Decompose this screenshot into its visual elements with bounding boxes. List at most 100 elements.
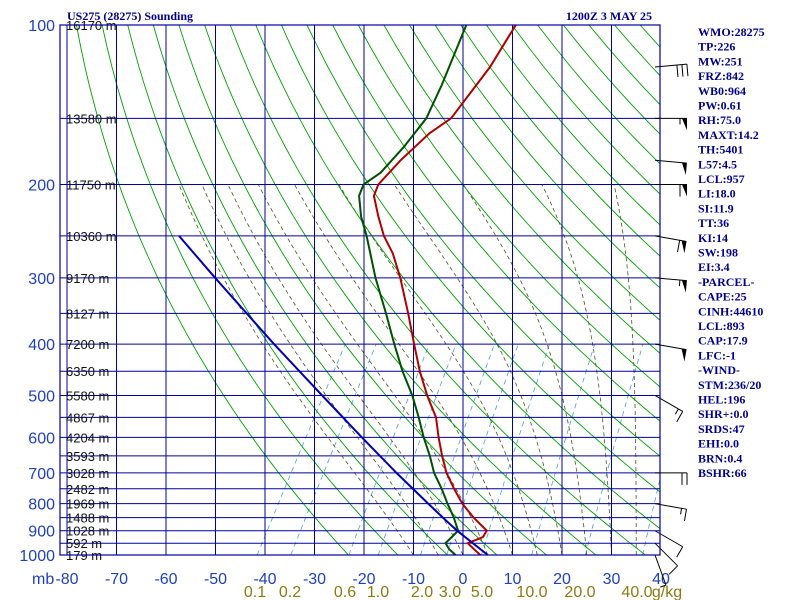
temperature-tick-label: 10 (504, 571, 522, 588)
index-line: LI:18.0 (698, 187, 736, 201)
dry-adiabat-line (743, 25, 800, 555)
mixing-ratio-line (642, 477, 660, 555)
wind-barb (654, 554, 667, 588)
height-label: 4867 m (66, 410, 109, 425)
mixing-ratio-label: g/kg (652, 584, 682, 600)
plot-frame (59, 24, 661, 556)
indices-panel: WMO:28275TP:226MW:251FRZ:842WB0:964PW:0.… (698, 25, 765, 480)
height-label: 13580 m (66, 111, 117, 126)
index-line: TT:36 (698, 216, 729, 230)
index-line: SHR+:0.0 (698, 407, 749, 421)
moist-adiabat-line (541, 184, 612, 555)
index-line: KI:14 (698, 231, 728, 245)
pressure-tick-labels: 1000 900 800 700 600 500 400 300 200 100 (19, 18, 55, 565)
wind-barb (654, 542, 678, 575)
mixing-ratio-label: 0.6 (334, 584, 356, 600)
pressure-tick-label: 500 (28, 388, 55, 405)
height-label: 2482 m (66, 482, 109, 497)
index-line: BSHR:66 (698, 466, 747, 480)
mixing-ratio-line (348, 343, 430, 555)
index-line: LCL:957 (698, 172, 745, 186)
index-line: TP:226 (698, 40, 735, 54)
dry-adiabat-line (75, 25, 349, 555)
index-line: LFC:-1 (698, 348, 736, 362)
height-label: 6350 m (66, 364, 109, 379)
mixing-ratio-line (446, 343, 519, 555)
index-line: EI:3.4 (698, 260, 730, 274)
temperature-tick-label: -50 (204, 571, 227, 588)
dry-adiabat-line (588, 25, 660, 106)
wind-barb (654, 530, 684, 558)
temperature-line (372, 25, 517, 555)
index-line: SI:11.9 (698, 201, 734, 215)
index-line: CAPE:25 (698, 290, 747, 304)
height-label: 5580 m (66, 388, 109, 403)
series-lines (178, 25, 517, 555)
grid (60, 25, 660, 555)
pressure-tick-label: 700 (28, 466, 55, 483)
temperature-tick-label: -80 (55, 571, 78, 588)
parcel-line (178, 235, 489, 555)
height-label: 1488 m (66, 511, 109, 526)
temperature-tick-label: 30 (603, 571, 621, 588)
height-label: 3593 m (66, 449, 109, 464)
moist-adiabat-line (227, 184, 464, 555)
temperature-tick-label: -70 (105, 571, 128, 588)
dewpoint-line (358, 25, 468, 555)
dry-adiabat-line (460, 25, 660, 257)
mixing-ratio-label: 20.0 (564, 584, 595, 600)
moist-adiabat-line (338, 184, 538, 555)
moist-adiabat-line (462, 184, 588, 555)
index-line: CINH:44610 (698, 304, 763, 318)
mixing-ratio-label: 2.0 (411, 584, 433, 600)
index-line: STM:236/20 (698, 378, 761, 392)
pressure-tick-label: 800 (28, 497, 55, 514)
height-label: 592 m (66, 536, 102, 551)
moist-adiabat-line (178, 184, 414, 555)
temperature-tick-label: -20 (352, 571, 375, 588)
height-label: 9170 m (66, 271, 109, 286)
pressure-tick-label: 1000 (19, 548, 55, 565)
index-line: -WIND- (698, 363, 740, 377)
index-line: SRDS:47 (698, 422, 745, 436)
mixing-ratio-label: 5.0 (471, 584, 493, 600)
mixing-ratio-label: 10.0 (516, 584, 547, 600)
dry-adiabat-line (486, 25, 660, 226)
index-line: MW:251 (698, 54, 743, 68)
temperature-tick-label: -10 (402, 571, 425, 588)
mixing-ratio-label: 3.0 (439, 584, 461, 600)
temperature-tick-label: -60 (154, 571, 177, 588)
mixing-ratio-label: 0.1 (244, 584, 266, 600)
index-line: SW:198 (698, 246, 738, 260)
dry-adiabat-line (794, 25, 800, 555)
index-line: PW:0.61 (698, 99, 742, 113)
mixing-ratio-label: 0.2 (279, 584, 301, 600)
pressure-tick-label: 400 (28, 337, 55, 354)
height-label: 11750 m (66, 178, 116, 193)
index-line: EHI:0.0 (698, 437, 739, 451)
mixing-ratio-label: 1.0 (367, 584, 389, 600)
moist-adiabat-line (257, 184, 489, 555)
temperature-tick-label: -30 (303, 571, 326, 588)
pressure-tick-label: 900 (28, 524, 55, 541)
moist-adiabat-line (613, 184, 637, 555)
pressure-tick-label: 600 (28, 430, 55, 447)
height-label: 4204 m (66, 430, 109, 445)
sounding-time: 1200Z 3 MAY 25 (566, 9, 652, 23)
height-label: 1969 m (66, 497, 109, 512)
moist-adiabat-line (294, 184, 513, 555)
temperature-tick-label: 0 (459, 571, 468, 588)
temperature-tick-labels: mb -80 -70 -60 -50 -40 -30 -20 -10 0 10 20 30 40 (32, 571, 670, 588)
moist-adiabat-line (661, 185, 671, 556)
index-line: FRZ:842 (698, 69, 744, 83)
mixing-ratio-line (256, 343, 346, 555)
mixing-ratio-line (585, 343, 644, 555)
index-line: HEL:196 (698, 393, 745, 407)
dry-adiabat-line (101, 25, 399, 555)
height-label: 1028 m (66, 524, 109, 539)
mixing-ratio-lines (256, 343, 660, 555)
index-line: LCL:893 (698, 319, 745, 333)
index-line: L57:4.5 (698, 157, 737, 171)
